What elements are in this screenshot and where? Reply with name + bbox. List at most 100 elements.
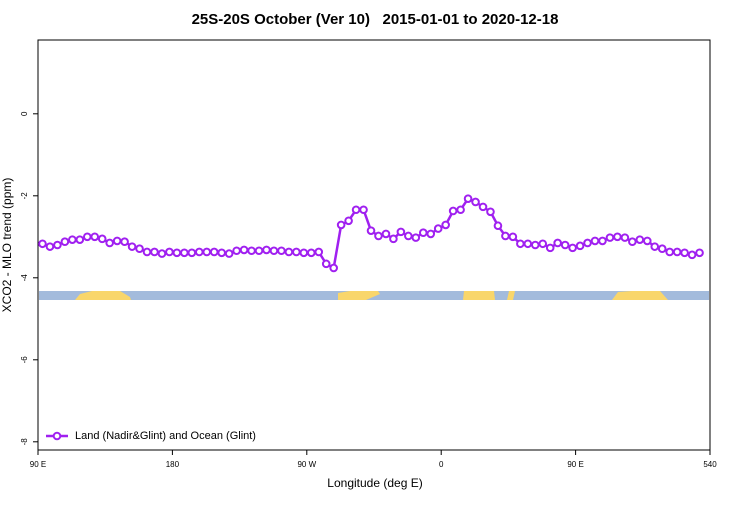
data-point (112, 236, 122, 246)
data-point (247, 246, 256, 256)
data-point (366, 226, 376, 235)
data-point (344, 216, 353, 226)
data-point (75, 235, 85, 244)
data-point (217, 248, 226, 258)
data-point (553, 238, 562, 248)
data-point (202, 247, 212, 257)
x-tick-label: 180 (166, 460, 180, 469)
data-point (292, 247, 301, 257)
data-point (493, 221, 503, 231)
data-point (575, 241, 585, 251)
data-point (284, 247, 294, 257)
data-point (135, 244, 144, 253)
data-point (650, 242, 660, 251)
data-point (695, 248, 704, 258)
legend-marker (52, 431, 62, 441)
data-point (165, 247, 174, 257)
data-point (426, 229, 436, 239)
data-point (209, 247, 219, 257)
data-point (97, 234, 107, 244)
data-point (463, 194, 473, 203)
data-point (232, 246, 241, 256)
data-point (456, 205, 465, 215)
legend-label: Land (Nadir&Glint) and Ocean (Glint) (75, 430, 256, 442)
data-point (381, 229, 391, 239)
chart-title: 25S-20S October (Ver 10) 2015-01-01 to 2… (192, 11, 559, 28)
data-point (262, 245, 271, 255)
data-point (598, 236, 607, 246)
data-point (501, 231, 510, 241)
data-point (590, 236, 600, 246)
data-point (157, 249, 167, 258)
data-point (269, 246, 279, 256)
data-point (687, 250, 697, 260)
data-point (38, 239, 47, 249)
data-point (321, 259, 331, 269)
data-point (389, 234, 398, 244)
data-point (404, 231, 413, 241)
land-patch (463, 291, 495, 300)
land-patch (507, 291, 515, 300)
data-point (657, 244, 667, 253)
data-point (605, 233, 615, 242)
data-point (411, 233, 421, 242)
data-point (299, 248, 309, 258)
data-point (120, 237, 129, 247)
data-point (306, 248, 316, 258)
y-tick-label: -6 (20, 356, 29, 364)
data-point (396, 227, 406, 237)
data-point (127, 242, 137, 251)
x-tick-label: 90 E (567, 460, 583, 469)
data-point (545, 243, 555, 253)
data-point (583, 238, 592, 248)
data-point (314, 247, 324, 257)
x-tick-label: 0 (439, 460, 444, 469)
data-point (142, 247, 152, 257)
data-point (471, 197, 480, 207)
data-point (635, 235, 645, 244)
data-point (53, 240, 62, 250)
land-patch (75, 291, 131, 300)
data-point (523, 239, 533, 249)
data-point (90, 232, 100, 242)
data-point (628, 237, 637, 247)
data-point (680, 248, 689, 258)
data-point (336, 220, 346, 230)
data-point (359, 205, 368, 215)
data-point (150, 247, 159, 257)
plot-frame (37, 39, 711, 451)
data-point (530, 240, 540, 250)
data-point (329, 263, 338, 273)
data-point (45, 242, 55, 251)
data-point (478, 202, 488, 212)
x-tick-label: 90 W (297, 460, 316, 469)
data-point (254, 246, 264, 256)
data-point (560, 240, 570, 250)
data-point (672, 247, 682, 257)
data-point (68, 235, 77, 244)
data-point (351, 205, 361, 215)
x-tick-label: 540 (703, 460, 717, 469)
y-tick-label: -2 (20, 192, 29, 200)
data-point (642, 236, 652, 246)
data-point (224, 249, 234, 258)
data-point (620, 233, 630, 242)
x-tick-label: 90 E (30, 460, 46, 469)
data-point (172, 248, 182, 258)
data-point (60, 237, 70, 247)
data-point (538, 239, 548, 249)
land-ocean-strip (39, 291, 709, 300)
data-point (613, 232, 622, 242)
data-point (374, 231, 383, 241)
data-point (239, 245, 249, 255)
y-tick-label: 0 (20, 111, 29, 116)
y-tick-label: -8 (20, 438, 29, 446)
data-point (448, 206, 458, 216)
data-point (508, 232, 518, 242)
data-point (441, 220, 450, 230)
land-patch (338, 291, 380, 300)
data-point (433, 224, 443, 233)
data-point (180, 248, 189, 258)
y-axis-label: XCO2 - MLO trend (ppm) (0, 178, 14, 313)
